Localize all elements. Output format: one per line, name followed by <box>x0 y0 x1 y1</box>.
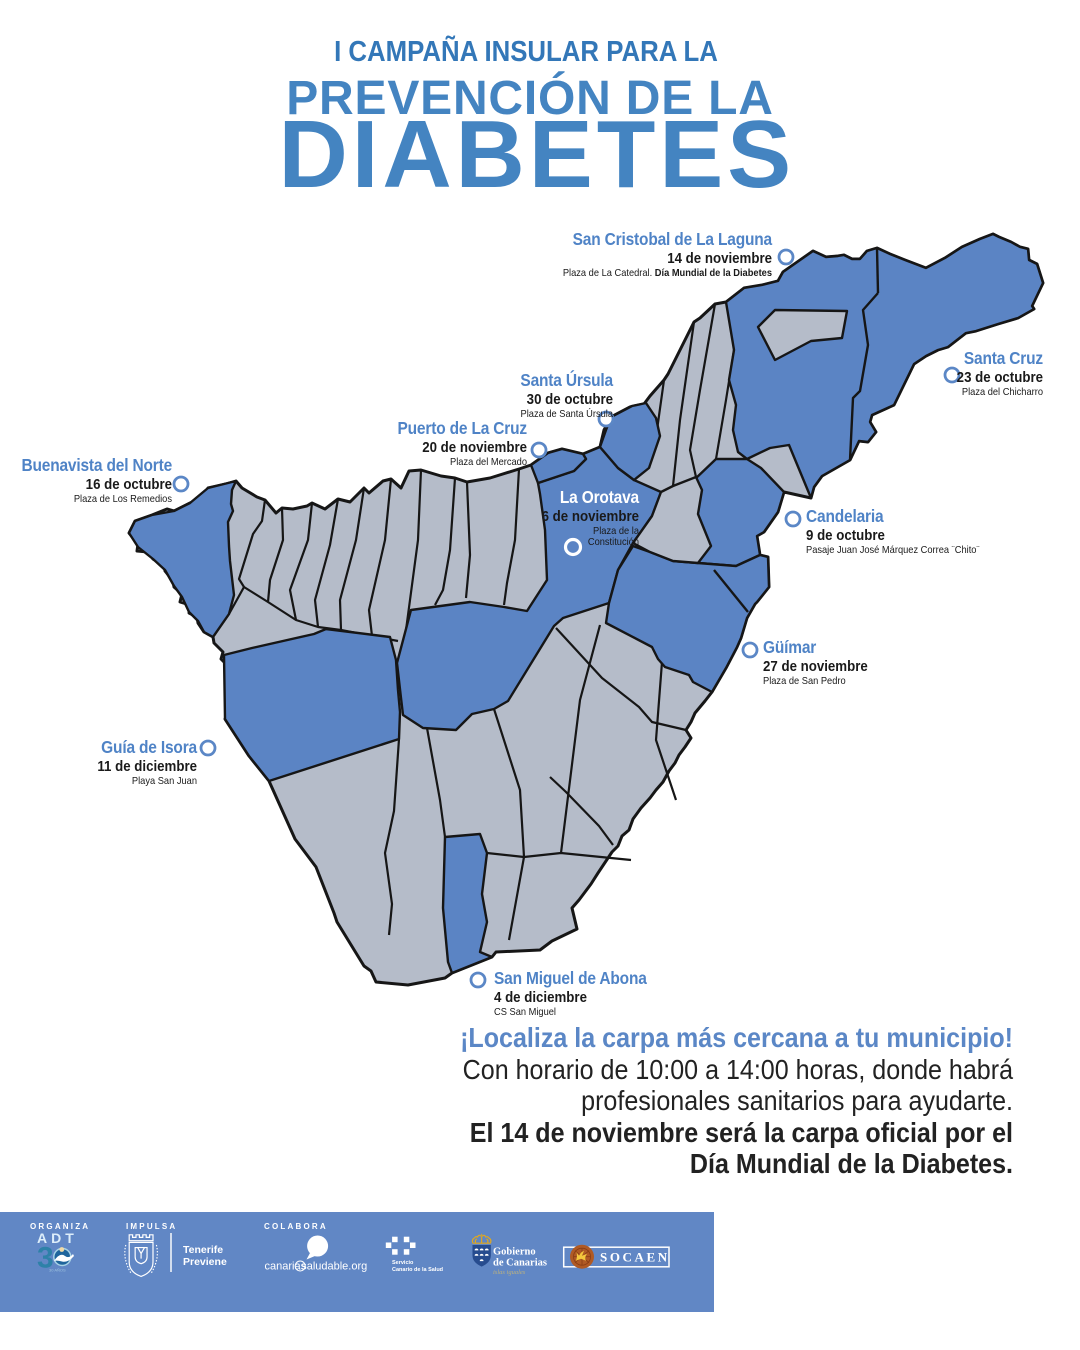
svg-text:30 AÑOS: 30 AÑOS <box>49 1268 66 1273</box>
svg-text:ADT: ADT <box>37 1230 78 1246</box>
svg-text:canariasaludable.org: canariasaludable.org <box>265 1261 368 1273</box>
svg-text:SOCAEN: SOCAEN <box>600 1250 670 1265</box>
svg-text:Tenerife: Tenerife <box>183 1244 223 1256</box>
svg-text:de Canarias: de Canarias <box>493 1258 547 1269</box>
svg-text:Previene: Previene <box>183 1256 227 1268</box>
svg-text:3: 3 <box>37 1242 54 1275</box>
svg-text:Gobierno: Gobierno <box>493 1247 536 1258</box>
svg-text:islas iguales: islas iguales <box>493 1269 526 1276</box>
svg-text:Servicio: Servicio <box>392 1260 414 1266</box>
svg-text:Canario de la Salud: Canario de la Salud <box>392 1267 443 1273</box>
